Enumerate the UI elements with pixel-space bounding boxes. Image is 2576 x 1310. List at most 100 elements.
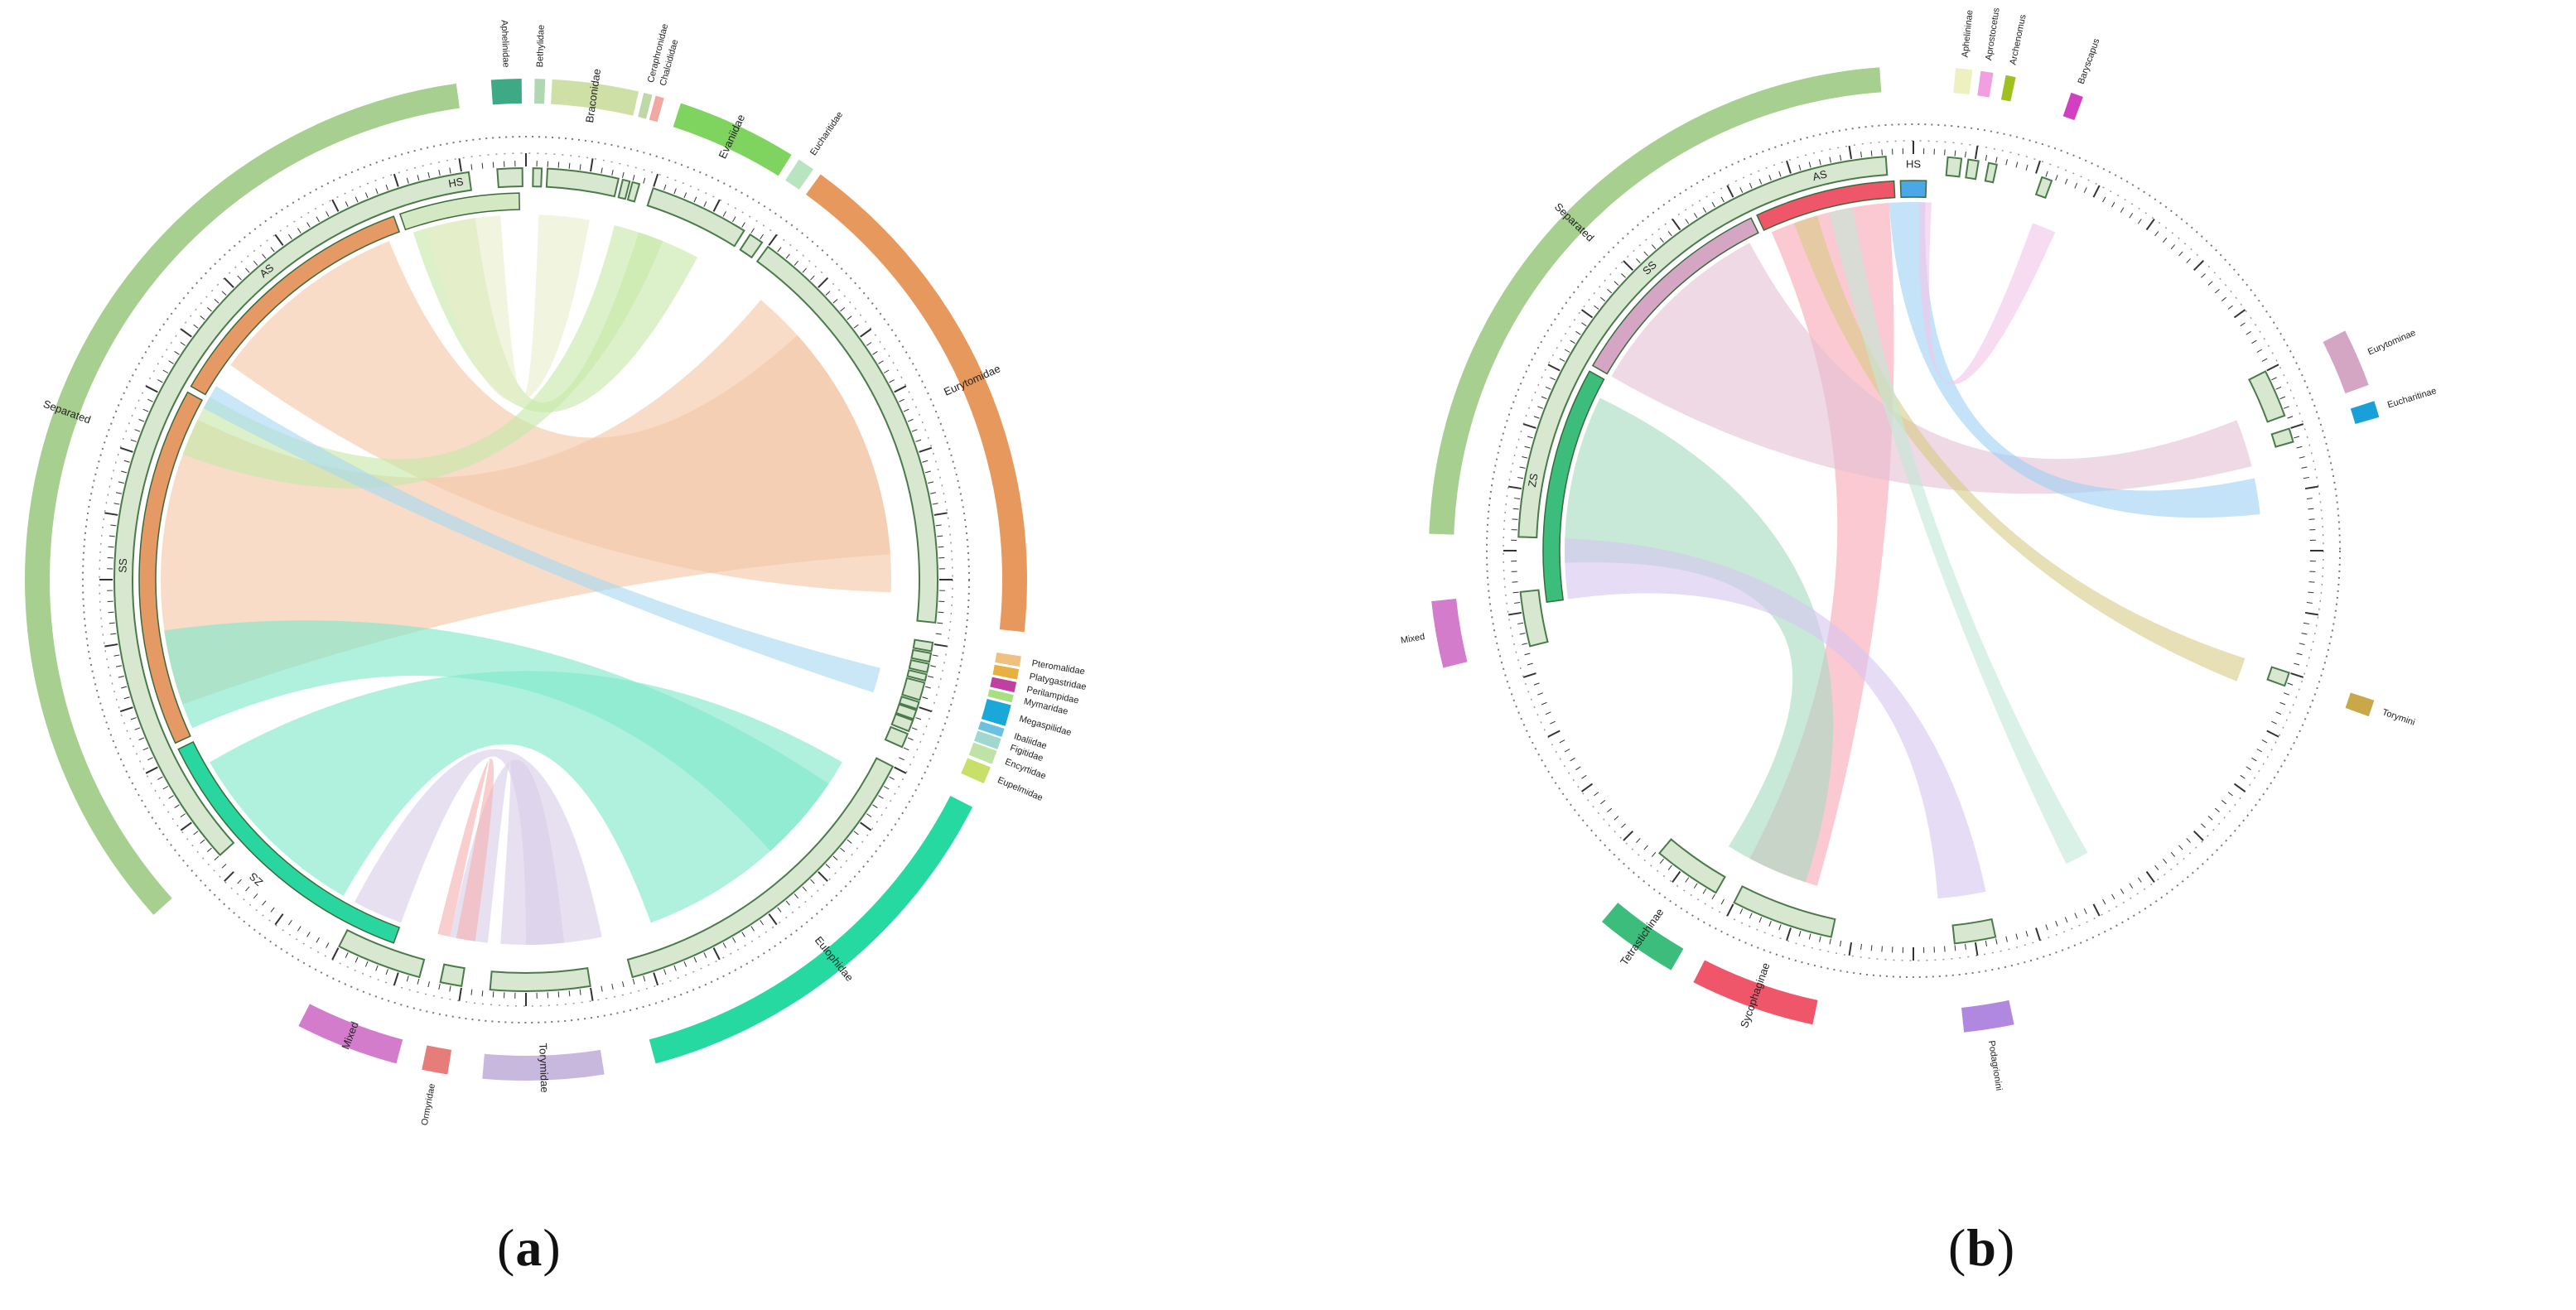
axis-tick — [794, 260, 799, 266]
axis-tick — [1533, 682, 1540, 686]
axis-tick — [262, 900, 267, 906]
axis-tick — [1798, 164, 1802, 171]
axis-tick — [287, 234, 292, 240]
axis-tick — [2025, 931, 2028, 937]
axis-tick — [1659, 237, 1664, 243]
chord-ribbon — [1611, 243, 2252, 494]
axis-tick — [847, 315, 852, 320]
axis-tick — [180, 341, 186, 346]
axis-tick — [214, 299, 219, 304]
axis-tick — [162, 786, 169, 790]
axis-tick — [878, 795, 884, 799]
group-arc — [995, 652, 1021, 667]
axis-tick — [438, 169, 441, 176]
axis-tick — [611, 169, 614, 176]
track-segment — [908, 658, 930, 674]
group-label: Torymidae — [537, 1043, 551, 1092]
group-arc — [1961, 999, 2014, 1033]
axis-tick — [1758, 917, 1763, 923]
axis-tick — [1829, 938, 1831, 945]
axis-tick — [2306, 602, 2313, 604]
group-arc — [987, 689, 1014, 703]
axis-tick — [481, 162, 484, 169]
axis-tick — [2308, 518, 2315, 520]
track-segment — [2248, 370, 2286, 423]
axis-tick — [2303, 476, 2309, 479]
axis-tick — [1514, 498, 1521, 499]
track-segment — [439, 963, 466, 988]
axis-tick — [1720, 196, 1725, 203]
axis-tick — [878, 360, 884, 364]
axis-tick — [894, 385, 907, 393]
axis-tick — [2145, 870, 2155, 884]
axis-tick — [899, 757, 904, 761]
axis-tick — [174, 350, 180, 355]
track-segment — [895, 703, 918, 720]
axis-tick — [2271, 720, 2277, 725]
track-segment — [646, 187, 745, 248]
axis-tick — [1749, 182, 1753, 189]
guide-ring — [82, 136, 970, 1023]
axis-tick — [1702, 207, 1707, 213]
axis-tick — [109, 535, 115, 537]
axis-tick — [2102, 898, 2106, 905]
axis-tick — [2207, 281, 2213, 286]
axis-tick — [2178, 251, 2183, 257]
axis-tick — [703, 952, 707, 958]
axis-tick — [1547, 364, 1561, 372]
axis-tick — [802, 267, 807, 273]
axis-tick — [2137, 219, 2142, 224]
chord-ribbon — [164, 620, 829, 851]
axis-tick — [2083, 908, 2087, 914]
track-segment — [2266, 666, 2290, 687]
group-arc — [961, 758, 991, 784]
axis-tick — [1537, 406, 1543, 409]
group-arc — [551, 79, 639, 116]
axis-tick — [104, 643, 118, 648]
axis-tick — [1685, 877, 1690, 883]
chord-ribbon — [182, 225, 663, 489]
axis-tick — [157, 379, 163, 383]
chord-diagram-b: HSASSSZSSeparatedMixedTetrastichinaeSyco… — [1400, 7, 2438, 1091]
axis-tick — [1643, 251, 1648, 257]
axis-tick — [2055, 921, 2058, 927]
axis-tick — [777, 907, 782, 913]
axis-tick — [206, 306, 212, 312]
axis-tick — [929, 492, 937, 494]
axis-tick — [1575, 766, 1581, 771]
axis-tick — [2214, 807, 2220, 813]
axis-tick — [2261, 358, 2268, 362]
axis-tick — [1758, 178, 1763, 185]
axis-tick — [663, 184, 667, 190]
axis-tick — [760, 234, 765, 240]
axis-tick — [438, 983, 441, 990]
axis-tick — [1575, 330, 1581, 335]
sector-label: HS — [447, 175, 465, 190]
axis-tick — [142, 747, 149, 751]
axis-tick — [732, 216, 736, 223]
axis-tick — [653, 173, 659, 187]
group-arc — [482, 1049, 605, 1081]
axis-tick — [693, 956, 697, 963]
axis-tick — [911, 727, 918, 730]
axis-tick — [2304, 611, 2319, 616]
axis-tick — [115, 492, 123, 494]
axis-tick — [935, 524, 942, 527]
axis-tick — [928, 676, 934, 678]
axis-tick — [2074, 182, 2078, 189]
axis-tick — [134, 727, 141, 730]
sector-ss — [138, 391, 204, 744]
track-segment — [898, 696, 920, 710]
group-label: Podagrionini — [1986, 1040, 2004, 1091]
axis-tick — [911, 429, 918, 432]
axis-tick — [1768, 921, 1772, 927]
axis-tick — [622, 171, 625, 178]
group-label: Eurytominae — [2366, 328, 2417, 358]
axis-tick — [1739, 187, 1744, 193]
track-segment — [2034, 176, 2053, 200]
axis-tick — [2308, 581, 2315, 583]
axis-tick — [1517, 622, 1524, 625]
group-arc — [298, 1004, 403, 1064]
axis-tick — [653, 972, 659, 986]
axis-tick — [1651, 244, 1657, 250]
